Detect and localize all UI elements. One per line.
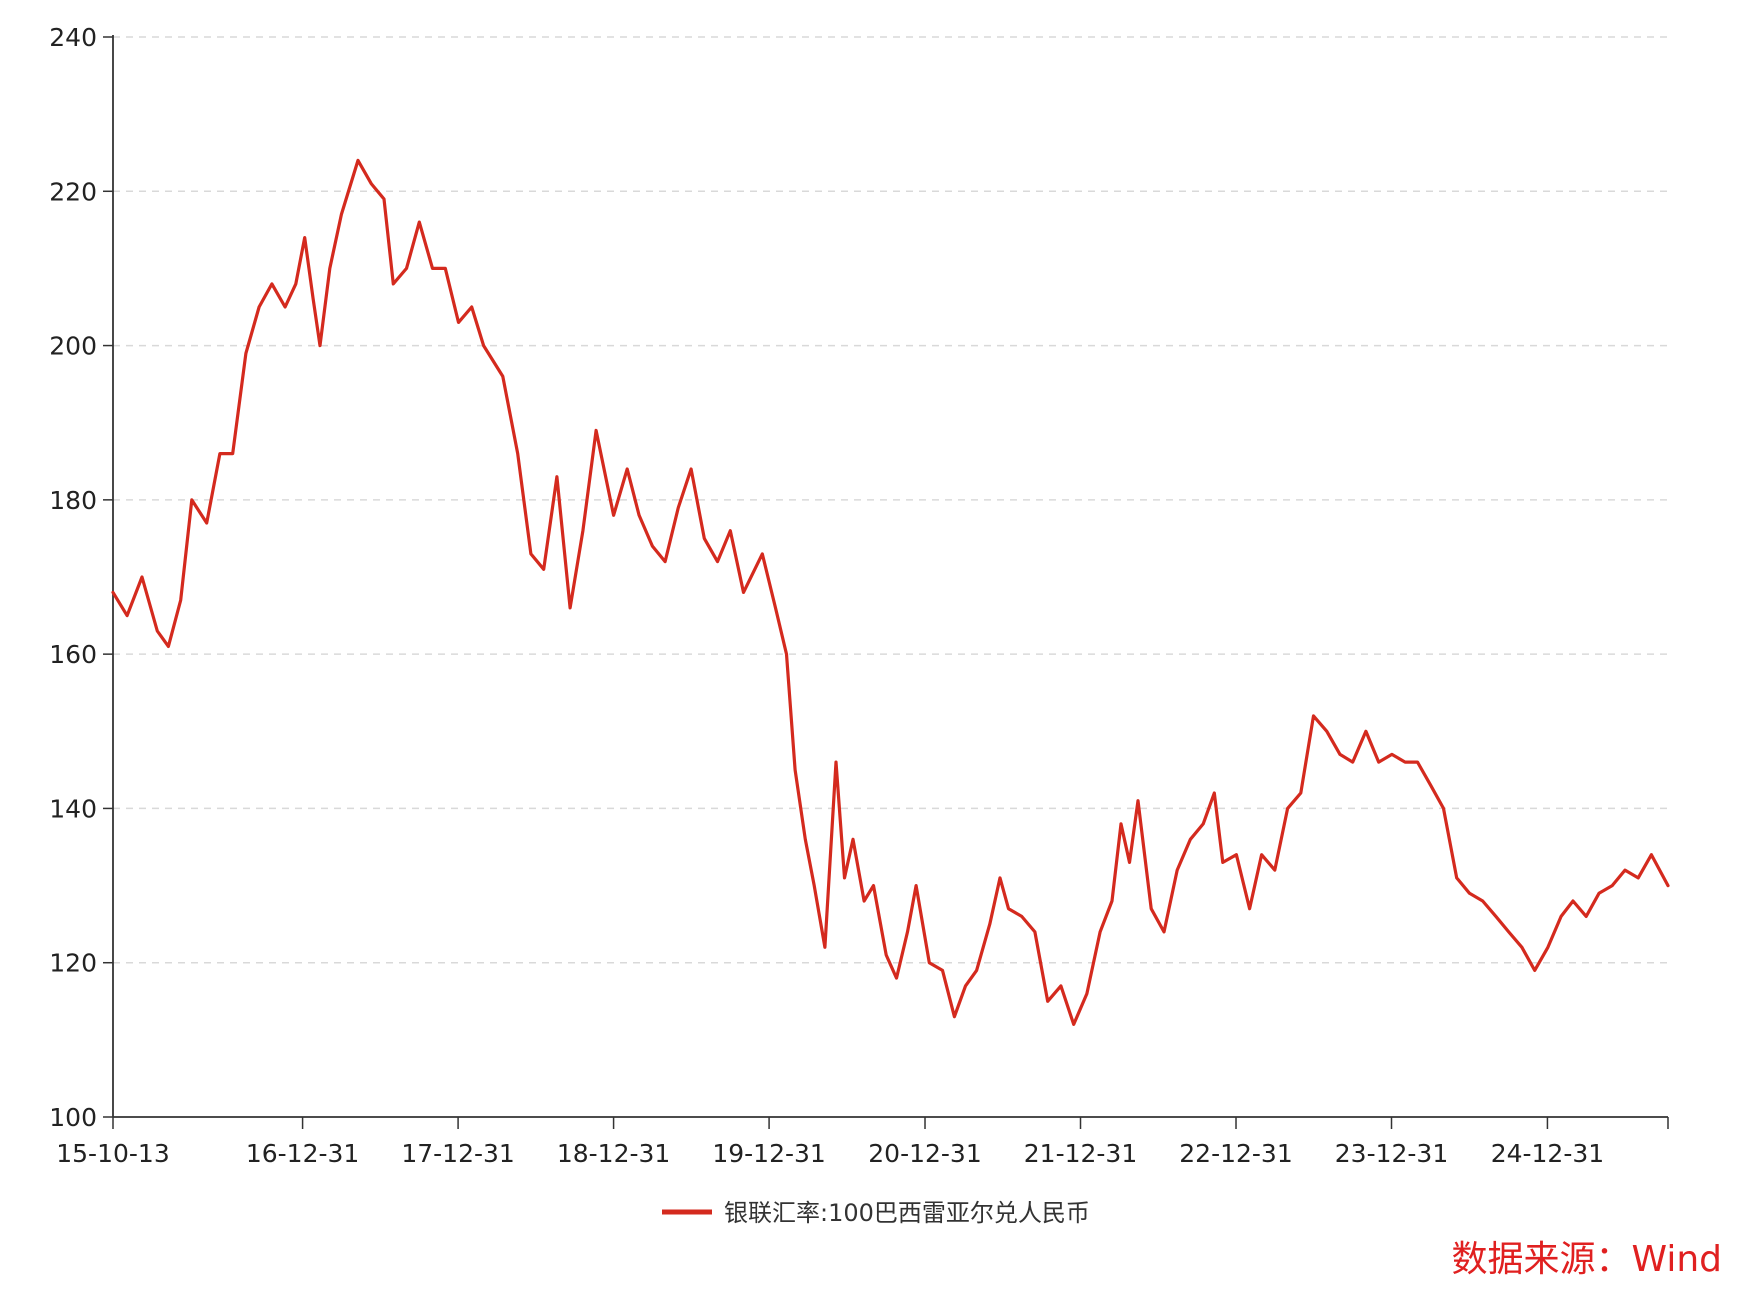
x-tick-label: 19-12-31 bbox=[712, 1139, 825, 1168]
x-tick-label: 20-12-31 bbox=[868, 1139, 981, 1168]
source-note: 数据来源：Wind bbox=[1451, 1239, 1722, 1280]
y-tick-label: 200 bbox=[49, 332, 97, 361]
legend-label: 银联汇率:100巴西雷亚尔兑人民币 bbox=[724, 1199, 1090, 1227]
y-tick-label: 140 bbox=[49, 794, 97, 823]
y-tick-label: 180 bbox=[49, 486, 97, 515]
x-axis-ticks: 15-10-13 16-12-31 17-12-31 18-12-31 19-12-31… bbox=[56, 1117, 1604, 1168]
x-tick-label: 18-12-31 bbox=[557, 1139, 670, 1168]
grid-lines bbox=[113, 36, 1668, 964]
x-tick-label: 15-10-13 bbox=[56, 1139, 169, 1168]
y-tick-label: 160 bbox=[49, 640, 97, 669]
y-tick-label: 120 bbox=[49, 949, 97, 978]
y-tick-label: 240 bbox=[49, 23, 97, 52]
x-tick-label: 22-12-31 bbox=[1179, 1139, 1292, 1168]
series-line bbox=[111, 158, 1670, 1027]
x-tick-label: 21-12-31 bbox=[1024, 1139, 1137, 1168]
x-tick-label: 23-12-31 bbox=[1335, 1139, 1448, 1168]
axes bbox=[112, 35, 1669, 1129]
legend[interactable]: 银联汇率:100巴西雷亚尔兑人民币 bbox=[662, 1199, 1090, 1227]
y-tick-label: 220 bbox=[49, 177, 97, 206]
y-axis-ticks: 100 120 140 160 180 200 220 240 bbox=[49, 23, 113, 1132]
x-tick-label: 16-12-31 bbox=[246, 1139, 359, 1168]
x-tick-label: 24-12-31 bbox=[1491, 1139, 1604, 1168]
x-tick-label: 17-12-31 bbox=[401, 1139, 514, 1168]
series-group bbox=[111, 158, 1670, 1027]
y-tick-label: 100 bbox=[49, 1103, 97, 1132]
